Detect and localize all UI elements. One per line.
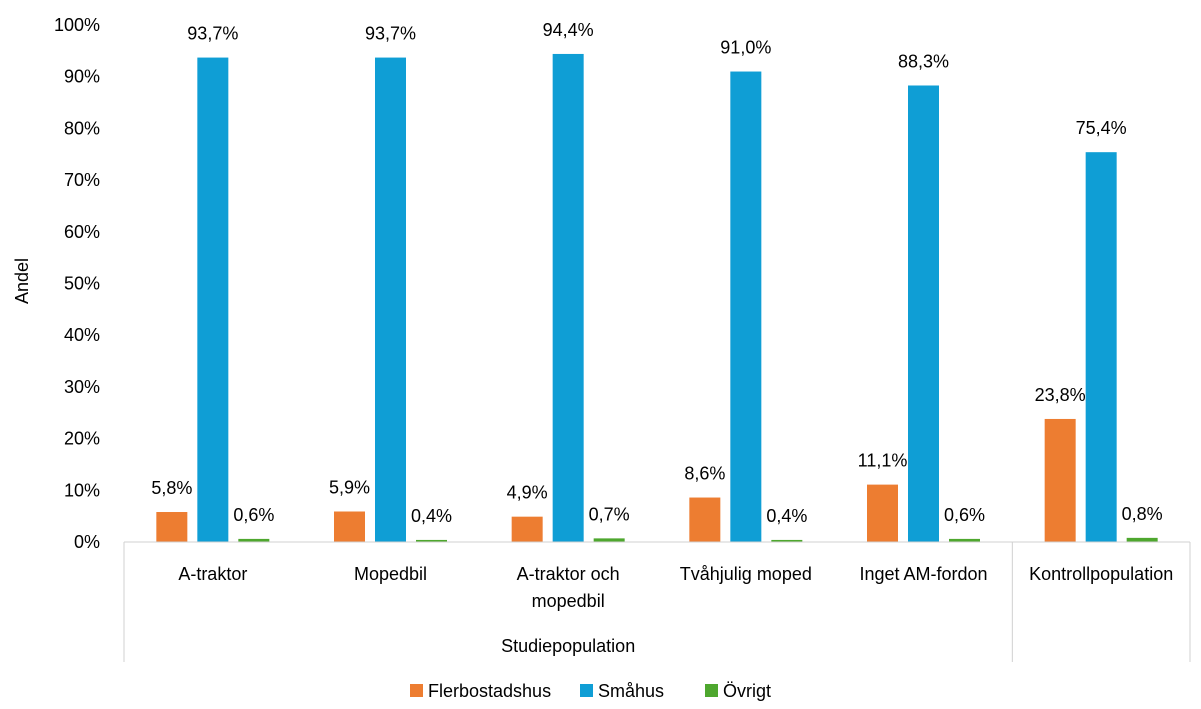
data-label: 91,0% bbox=[720, 38, 771, 58]
data-label: 0,4% bbox=[766, 506, 807, 526]
legend-swatch bbox=[705, 684, 718, 697]
category-label: A-traktor bbox=[178, 564, 247, 584]
y-tick-label: 100% bbox=[54, 15, 100, 35]
data-label: 75,4% bbox=[1076, 118, 1127, 138]
data-label: 0,6% bbox=[233, 505, 274, 525]
bar bbox=[949, 538, 980, 542]
bar bbox=[197, 57, 229, 543]
data-label: 11,1% bbox=[858, 451, 908, 471]
data-label: 0,4% bbox=[411, 506, 452, 526]
data-label: 0,6% bbox=[944, 505, 985, 525]
y-tick-label: 40% bbox=[64, 325, 100, 345]
data-label: 94,4% bbox=[543, 20, 594, 40]
bars bbox=[156, 53, 1158, 543]
y-tick-label: 50% bbox=[64, 274, 100, 294]
legend-label: Flerbostadshus bbox=[428, 681, 551, 701]
data-labels: 5,8% 93,7% 0,6% 5,9% 93,7% 0,4% 4,9% 94,4% 0,7% 8… bbox=[151, 20, 1162, 526]
data-label: 0,8% bbox=[1122, 504, 1163, 524]
legend-label: Småhus bbox=[598, 681, 664, 701]
data-label: 93,7% bbox=[187, 24, 238, 44]
legend-swatch bbox=[580, 684, 593, 697]
category-label: Inget AM-fordon bbox=[859, 564, 987, 584]
group-labels: Studiepopulation bbox=[501, 636, 635, 656]
axes bbox=[123, 541, 1191, 662]
data-label: 88,3% bbox=[898, 51, 949, 71]
group-label: Studiepopulation bbox=[501, 636, 635, 656]
y-tick-label: 20% bbox=[64, 429, 100, 449]
legend: Flerbostadshus Småhus Övrigt bbox=[410, 681, 771, 701]
bar bbox=[1044, 418, 1076, 542]
bar bbox=[908, 85, 939, 542]
category-label: Kontrollpopulation bbox=[1029, 564, 1173, 584]
bar bbox=[552, 53, 584, 543]
category-label: Mopedbil bbox=[354, 564, 427, 584]
data-label: 4,9% bbox=[507, 483, 548, 503]
data-label: 0,7% bbox=[589, 504, 630, 524]
y-axis-ticks: 0% 10% 20% 30% 40% 50% 60% 70% 80% 90% 100% bbox=[54, 15, 100, 552]
bar bbox=[771, 539, 803, 542]
y-tick-label: 10% bbox=[64, 480, 100, 500]
data-label: 93,7% bbox=[365, 24, 416, 44]
bar bbox=[375, 57, 406, 543]
y-tick-label: 80% bbox=[64, 118, 100, 138]
data-label: 5,9% bbox=[329, 477, 370, 497]
category-label: Tvåhjulig moped bbox=[680, 564, 812, 584]
bar bbox=[1085, 152, 1117, 542]
legend-label: Övrigt bbox=[723, 681, 771, 701]
bar bbox=[689, 497, 721, 542]
y-tick-label: 70% bbox=[64, 170, 100, 190]
bar bbox=[334, 511, 365, 542]
bar bbox=[730, 71, 762, 542]
bar bbox=[867, 484, 898, 542]
y-axis-title: Andel bbox=[12, 258, 32, 304]
legend-swatch bbox=[410, 684, 423, 697]
bar bbox=[416, 539, 447, 542]
category-label: A-traktor och bbox=[517, 564, 620, 584]
bar bbox=[156, 512, 188, 542]
category-labels: A-traktor Mopedbil A-traktor och mopedbil Tv… bbox=[178, 564, 1173, 611]
y-tick-label: 90% bbox=[64, 67, 100, 87]
bar bbox=[511, 516, 543, 542]
y-tick-label: 60% bbox=[64, 222, 100, 242]
data-label: 5,8% bbox=[151, 478, 192, 498]
bar bbox=[593, 538, 625, 542]
y-tick-label: 30% bbox=[64, 377, 100, 397]
category-label: mopedbil bbox=[532, 591, 605, 611]
data-label: 8,6% bbox=[684, 464, 725, 484]
bar bbox=[1126, 537, 1158, 542]
y-tick-label: 0% bbox=[74, 532, 100, 552]
bar bbox=[238, 538, 270, 542]
data-label: 23,8% bbox=[1035, 385, 1086, 405]
